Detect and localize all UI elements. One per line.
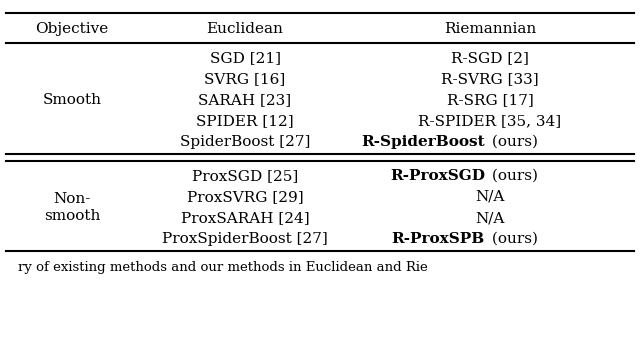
Text: R-ProxSGD: R-ProxSGD	[390, 169, 485, 183]
Text: R-SPIDER [35, 34]: R-SPIDER [35, 34]	[419, 114, 561, 128]
Text: Riemannian: Riemannian	[444, 22, 536, 36]
Text: R-ProxSPB: R-ProxSPB	[392, 232, 485, 246]
Text: (ours): (ours)	[487, 232, 538, 246]
Text: ProxSGD [25]: ProxSGD [25]	[192, 169, 298, 183]
Text: R-SRG [17]: R-SRG [17]	[447, 93, 533, 107]
Text: SARAH [23]: SARAH [23]	[198, 93, 292, 107]
Text: SpiderBoost [27]: SpiderBoost [27]	[180, 135, 310, 149]
Text: N/A: N/A	[476, 211, 505, 225]
Text: (ours): (ours)	[487, 169, 538, 183]
Text: (ours): (ours)	[487, 135, 538, 149]
Text: Non-
smooth: Non- smooth	[44, 192, 100, 223]
Text: ProxSpiderBoost [27]: ProxSpiderBoost [27]	[162, 232, 328, 246]
Text: R-SpiderBoost: R-SpiderBoost	[362, 135, 485, 149]
Text: SVRG [16]: SVRG [16]	[204, 72, 285, 86]
Text: SGD [21]: SGD [21]	[209, 51, 280, 65]
Text: Smooth: Smooth	[42, 93, 102, 107]
Text: Euclidean: Euclidean	[207, 22, 284, 36]
Text: ry of existing methods and our methods in Euclidean and Rie: ry of existing methods and our methods i…	[18, 261, 428, 274]
Text: R-SVRG [33]: R-SVRG [33]	[441, 72, 539, 86]
Text: N/A: N/A	[476, 190, 505, 204]
Text: ProxSVRG [29]: ProxSVRG [29]	[187, 190, 303, 204]
Text: ProxSARAH [24]: ProxSARAH [24]	[180, 211, 309, 225]
Text: Objective: Objective	[35, 22, 109, 36]
Text: SPIDER [12]: SPIDER [12]	[196, 114, 294, 128]
Text: R-SGD [2]: R-SGD [2]	[451, 51, 529, 65]
